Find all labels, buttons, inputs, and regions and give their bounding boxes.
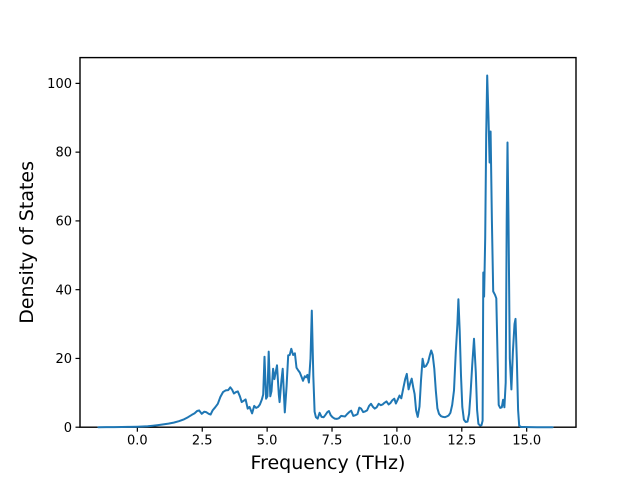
y-tick-label: 80 xyxy=(55,146,72,161)
plot-frame xyxy=(79,56,577,428)
x-tick-label: 12.5 xyxy=(447,434,476,449)
x-tick-label: 15.0 xyxy=(512,434,541,449)
y-tick-label: 100 xyxy=(47,77,72,92)
y-tick-label: 60 xyxy=(55,215,72,230)
x-tick-label: 5.0 xyxy=(257,434,278,449)
x-tick-label: 0.0 xyxy=(127,434,148,449)
y-tick-label: 20 xyxy=(55,352,72,367)
x-axis-label: Frequency (THz) xyxy=(251,452,406,474)
y-tick-label: 0 xyxy=(64,421,72,436)
x-tick-label: 2.5 xyxy=(192,434,213,449)
y-axis: 0 20 40 60 80 100 xyxy=(47,77,80,436)
x-tick-label: 10.0 xyxy=(382,434,411,449)
x-tick-label: 7.5 xyxy=(322,434,343,449)
y-axis-label: Density of States xyxy=(16,161,38,324)
dos-curve xyxy=(97,74,554,429)
x-axis: 0.0 2.5 5.0 7.5 10.0 12.5 15.0 xyxy=(127,427,541,449)
y-tick-label: 40 xyxy=(55,283,72,298)
